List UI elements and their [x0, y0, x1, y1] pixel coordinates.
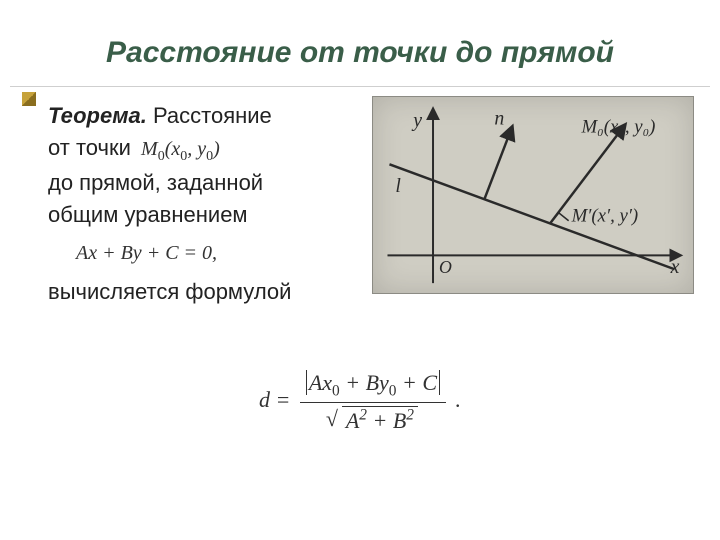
text-line-2: от точки M0(x0, y0) [48, 132, 358, 167]
label-m0: M₀(x₀, y₀) [581, 117, 656, 138]
slide-title: Расстояние от точки до прямой [0, 36, 720, 70]
line-general-equation: Ax + By + C = 0, [76, 239, 358, 268]
point-m0-inline: M0(x0, y0) [141, 138, 220, 160]
label-origin: O [439, 257, 452, 277]
geometry-diagram: y x O l n⃗ M₀(x₀, y₀) M′(x′, y′) [372, 96, 694, 294]
theorem-text: Теорема. Расстояние от точки M0(x0, y0) … [48, 100, 358, 308]
title-underline [10, 86, 710, 87]
label-mprime: M′(x′, y′) [571, 206, 639, 227]
formula-numerator: Ax0 + By0 + C [300, 370, 446, 403]
formula-lhs: d = [259, 387, 296, 412]
text-after-label: Расстояние [147, 103, 272, 128]
distance-formula: d = Ax0 + By0 + C A2 + B2 . [0, 370, 720, 434]
text-line-3: до прямой, заданной [48, 167, 358, 199]
label-x: x [670, 256, 680, 278]
text-line-1: Теорема. Расстояние [48, 100, 358, 132]
text-line-4: общим уравнением [48, 199, 358, 231]
label-n: n⃗ [494, 108, 519, 130]
theorem-label: Теорема. [48, 103, 147, 128]
label-l: l [395, 175, 401, 197]
from-point-text: от точки [48, 135, 131, 160]
text-line-5: вычисляется формулой [48, 276, 358, 308]
label-y: y [411, 110, 422, 132]
bullet-accent [22, 92, 36, 106]
formula-denominator: A2 + B2 [300, 403, 446, 433]
formula-period: . [456, 387, 462, 412]
formula-fraction: Ax0 + By0 + C A2 + B2 [300, 370, 446, 434]
